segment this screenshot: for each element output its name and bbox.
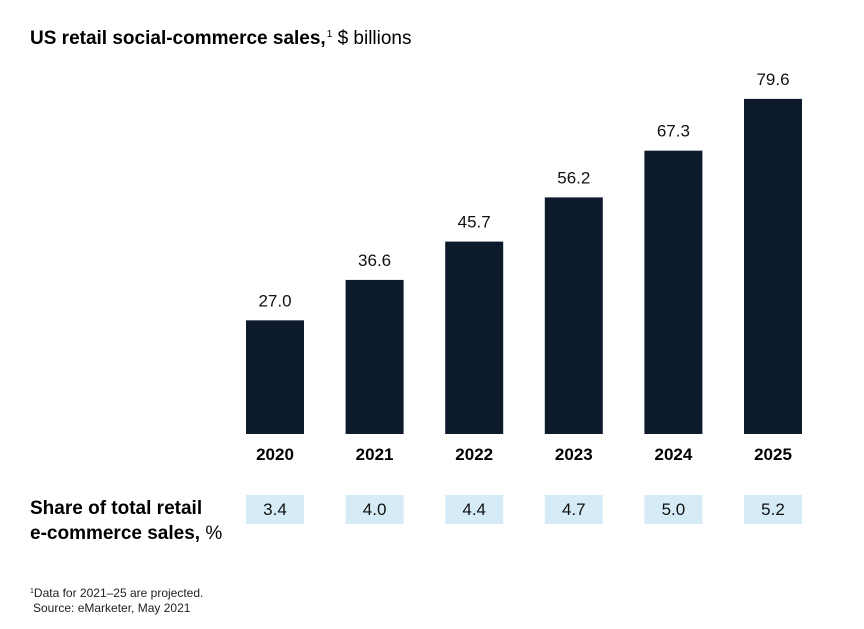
share-row-label: Share of total retail e-commerce sales, … <box>30 496 222 546</box>
bar-2023 <box>544 197 603 434</box>
share-box-2021 <box>345 495 404 524</box>
share-value-2021: 4.0 <box>363 500 387 519</box>
chart-title-unit: $ billions <box>337 28 412 49</box>
share-value-2020: 3.4 <box>263 500 287 519</box>
x-tick-label-2024: 2024 <box>654 445 692 464</box>
share-box-2022 <box>445 495 504 524</box>
x-tick-label-2020: 2020 <box>256 445 294 464</box>
bar-2022 <box>445 241 504 434</box>
bar-value-label-2023: 56.2 <box>557 168 590 187</box>
bar-2021 <box>345 279 404 434</box>
footnote-mark: 1 <box>30 588 34 595</box>
x-tick-label-2023: 2023 <box>555 445 593 464</box>
share-row-label-unit: % <box>205 523 223 544</box>
bar-value-label-2021: 36.6 <box>358 251 391 270</box>
share-box-2025 <box>744 495 802 524</box>
share-row-label-line2: e-commerce sales, <box>30 523 201 544</box>
x-tick-label-2022: 2022 <box>455 445 493 464</box>
bar-value-label-2024: 67.3 <box>657 122 690 141</box>
chart-title-footnote-mark: 1 <box>326 29 333 40</box>
bar-value-label-2022: 45.7 <box>458 213 491 232</box>
footnote-note: Data for 2021–25 are projected. <box>33 586 204 600</box>
bar-value-label-2025: 79.6 <box>756 70 789 89</box>
share-box-2023 <box>544 495 603 524</box>
share-value-2022: 4.4 <box>462 500 486 519</box>
share-value-2025: 5.2 <box>761 500 785 519</box>
footnote: 1Data for 2021–25 are projected. Source:… <box>30 584 203 616</box>
bar-value-label-2020: 27.0 <box>258 291 291 310</box>
bar-2020 <box>246 320 304 434</box>
chart-title: US retail social-commerce sales,1 $ bill… <box>30 28 412 50</box>
share-value-2023: 4.7 <box>562 500 586 519</box>
share-box-2020 <box>246 495 304 524</box>
footnote-source: Source: eMarketer, May 2021 <box>33 601 191 615</box>
share-box-2024 <box>644 495 703 524</box>
x-tick-label-2025: 2025 <box>754 445 792 464</box>
bar-2024 <box>644 150 703 435</box>
share-row-label-line1: Share of total retail <box>30 498 203 519</box>
share-value-2024: 5.0 <box>662 500 686 519</box>
x-tick-label-2021: 2021 <box>356 445 394 464</box>
bar-2025 <box>744 98 802 434</box>
chart-title-main: US retail social-commerce sales, <box>30 28 326 49</box>
